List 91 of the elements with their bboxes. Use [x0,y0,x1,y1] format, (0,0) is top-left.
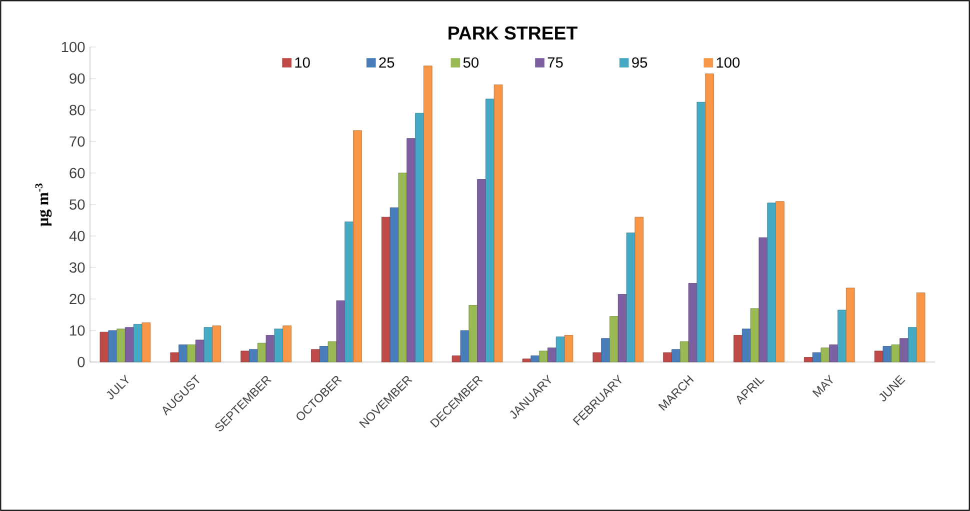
legend-label: 95 [632,57,648,68]
bar [100,332,109,362]
bar [353,130,362,362]
bar [767,202,776,362]
bar [398,172,408,362]
bar [257,342,266,362]
y-tick-label: 80 [70,104,85,116]
legend-label: 10 [295,57,310,68]
bar [776,201,784,362]
legend-label: 50 [463,57,479,68]
bar [530,356,540,362]
bar [539,350,548,362]
bar [908,327,917,362]
bar [170,352,180,362]
bar [696,102,706,362]
y-tick-label: 20 [70,294,85,304]
y-tick-label: 50 [70,199,85,210]
legend-label: 25 [379,57,394,68]
bar [494,84,503,362]
bar [891,344,900,362]
bar [266,335,275,362]
bar [187,344,196,362]
bar [564,335,574,362]
bar [758,237,768,362]
bar [390,207,399,362]
bar [406,138,416,362]
legend-label: 75 [548,57,563,68]
bar [663,352,672,362]
bar [133,324,142,362]
bar [750,308,760,362]
bar [328,341,337,362]
bar [468,305,478,362]
bar [680,341,689,362]
y-tick-label: 30 [70,262,85,273]
bar [381,216,390,362]
chart-title: PARK STREET [448,26,578,40]
bar [249,349,258,362]
bar [142,322,151,362]
bar [125,327,134,362]
y-tick-label: 10 [70,325,85,336]
bar [812,352,822,362]
y-tick-label: 90 [70,73,85,84]
bar [734,335,742,362]
bar [282,326,292,362]
bar [592,352,602,362]
bar [610,316,618,362]
bar [820,348,830,362]
bar [838,310,846,362]
y-tick-label: 70 [70,136,85,147]
bar [900,338,908,362]
bar [548,348,556,362]
bar [336,300,346,362]
legend-label: 100 [716,57,740,68]
bar [522,358,532,362]
bar [829,344,838,362]
y-axis-title: μg m$^{-3}$ [35,184,52,226]
bar [882,346,892,362]
bar [460,330,470,362]
bar [116,328,126,362]
bar [423,66,432,362]
bar [634,216,644,362]
bar [311,349,320,362]
y-tick-label: 60 [70,168,85,178]
bar [688,283,698,362]
y-tick-label: 40 [69,230,85,242]
bar [212,326,222,362]
bar [672,349,680,362]
bar [874,350,884,362]
y-tick-label: 0 [78,356,85,368]
bar [415,112,424,362]
bar [618,294,627,362]
bar [601,338,610,362]
bar [178,344,188,362]
bar [485,98,494,362]
bar [452,356,461,362]
bar [240,350,250,362]
bar [846,288,855,362]
bar [195,340,204,362]
bar [204,327,213,362]
bar [477,179,486,362]
y-tick-label: 100 [62,42,85,52]
bar [705,74,714,362]
bar [626,232,636,362]
bar [108,330,118,362]
bar [804,357,813,362]
bar [742,328,751,362]
bar [344,222,354,362]
bar [916,292,926,362]
bar [319,346,328,362]
bar [274,328,284,362]
bar [556,336,565,362]
